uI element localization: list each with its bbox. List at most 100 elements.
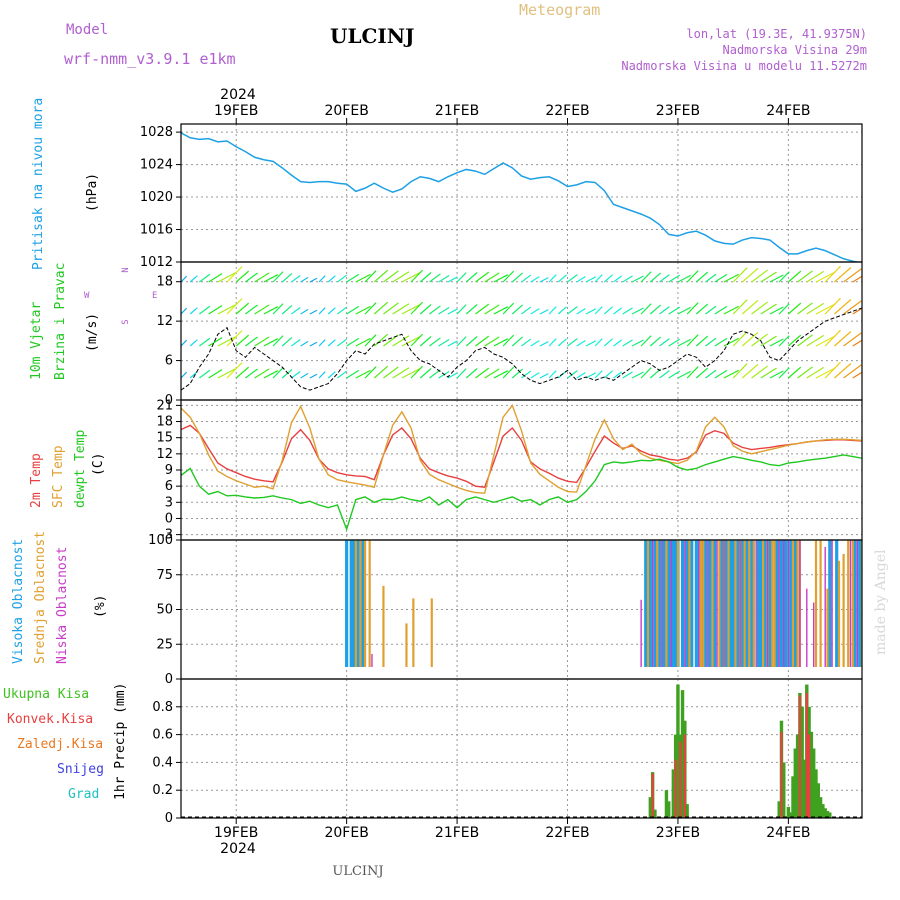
clouds-ytick-label: 100	[148, 533, 173, 548]
precip-bar	[782, 762, 786, 818]
wind-arrow	[732, 299, 748, 315]
precip-bar	[674, 759, 677, 818]
wind-arrow	[594, 370, 603, 379]
cloud-bar	[657, 540, 662, 667]
wind-arrow	[741, 267, 759, 283]
wind-arrow	[226, 298, 243, 315]
precip-bar	[809, 731, 814, 818]
precip-bar	[679, 741, 682, 818]
wind-arrow	[373, 365, 389, 379]
cloud-bar	[771, 540, 774, 667]
wind-arrow	[189, 275, 198, 283]
wind-arrow	[557, 306, 567, 315]
wind-arrow	[723, 337, 739, 347]
cloud-ylabels: Visoka Oblacnost Srednja Oblacnost Niska…	[11, 531, 108, 664]
cloud-bar	[351, 540, 356, 667]
wind-arrow	[502, 334, 515, 347]
wind-arrow	[337, 338, 348, 347]
wind-arrow	[714, 337, 728, 347]
cloud-bar	[835, 540, 839, 667]
wind-arrow	[235, 366, 250, 379]
wind-arrow	[659, 306, 670, 315]
temperature-ytick-label: 21	[156, 398, 173, 413]
temp-line-dewpt	[181, 454, 862, 532]
wind-arrow	[567, 370, 578, 379]
cloud-bar	[656, 540, 659, 667]
wind-arrow	[603, 306, 613, 315]
wind-arrow	[677, 306, 691, 315]
wind-arrow	[741, 299, 759, 315]
cloud-bar	[756, 540, 761, 667]
clouds-ytick-label: 0	[165, 672, 173, 687]
wind-ylabel2: Brzina i Pravac	[53, 263, 68, 380]
precip-bar	[795, 734, 800, 818]
wind-arrow	[576, 276, 586, 283]
cloud-bar	[853, 540, 857, 667]
precip-bar	[648, 797, 653, 818]
wind-arrow	[383, 366, 399, 379]
wind-arrow	[815, 271, 836, 283]
wind-arrow	[419, 368, 432, 379]
cloud-bar	[697, 540, 700, 667]
wind-arrow	[797, 334, 813, 347]
precipitation-frame	[180, 678, 863, 819]
wind-arrow	[539, 341, 549, 347]
wind-arrow	[281, 368, 293, 379]
wind-arrow	[668, 274, 681, 283]
wind-arrow	[364, 366, 377, 379]
wind-arrow	[181, 339, 188, 347]
cloud-bar	[674, 540, 678, 667]
wind-arrow	[640, 367, 652, 379]
wind-arrow	[751, 301, 768, 315]
wind-arrow	[484, 272, 500, 283]
cloud-bar	[359, 540, 362, 667]
wind-arrow	[585, 276, 596, 283]
wind-arrow	[548, 306, 557, 315]
x-tick-label-top: 24FEB	[766, 103, 810, 119]
wind-arrow	[695, 271, 709, 283]
wind-arrow	[337, 370, 348, 379]
wind-content	[181, 265, 862, 391]
temperature-ytick-label: 6	[165, 479, 173, 494]
cloud-bar	[849, 540, 852, 667]
wind-arrow	[705, 273, 717, 283]
cloud-bar	[743, 540, 746, 667]
precip-bar	[805, 692, 808, 818]
pressure-grid: 1012 1016 1020 1024 1028	[140, 124, 862, 270]
wind-arrow	[189, 371, 198, 379]
cloud-bar	[831, 540, 833, 667]
wind-arrow	[318, 275, 326, 283]
wind-arrow	[337, 306, 348, 315]
x-tick-label-bottom: 19FEB	[214, 825, 258, 841]
wind-arrow	[677, 370, 691, 379]
wind-arrow	[327, 275, 336, 283]
wind-arrow	[281, 272, 293, 283]
wind-grid: 0 6 12 18	[156, 262, 862, 408]
wind-arrow	[493, 338, 509, 347]
cloud-bar	[694, 540, 698, 667]
x-tick-label-top: 19FEB	[214, 103, 258, 119]
cloud-bar	[784, 540, 788, 667]
cloud-bar	[793, 540, 797, 667]
wind-arrow	[521, 274, 532, 283]
cloud-bar	[661, 540, 663, 667]
pressure-ytick-label: 1024	[140, 158, 173, 173]
wind-arrow	[769, 338, 784, 347]
cloud-bar	[812, 602, 815, 667]
clouds-panel: 0 25 50 75 100	[148, 533, 863, 687]
cloud-bar	[690, 540, 694, 667]
product-title: Meteogram	[519, 1, 600, 19]
cloud-bar	[729, 540, 733, 667]
wind-arrow	[769, 274, 784, 283]
wind-arrow	[419, 336, 432, 347]
cloud-bar	[345, 540, 349, 667]
wind-arrow	[502, 366, 515, 379]
model-elevation-label: Nadmorska Visina u modelu 11.5272m	[621, 59, 867, 73]
cloud-bar	[648, 540, 652, 667]
cloud-unit: (%)	[93, 595, 108, 618]
cloud-bar	[759, 540, 763, 667]
cloud-bar	[814, 540, 818, 667]
pressure-ytick-label: 1016	[140, 223, 173, 238]
compass-s: S	[121, 319, 131, 324]
cloud-bar	[837, 560, 841, 667]
